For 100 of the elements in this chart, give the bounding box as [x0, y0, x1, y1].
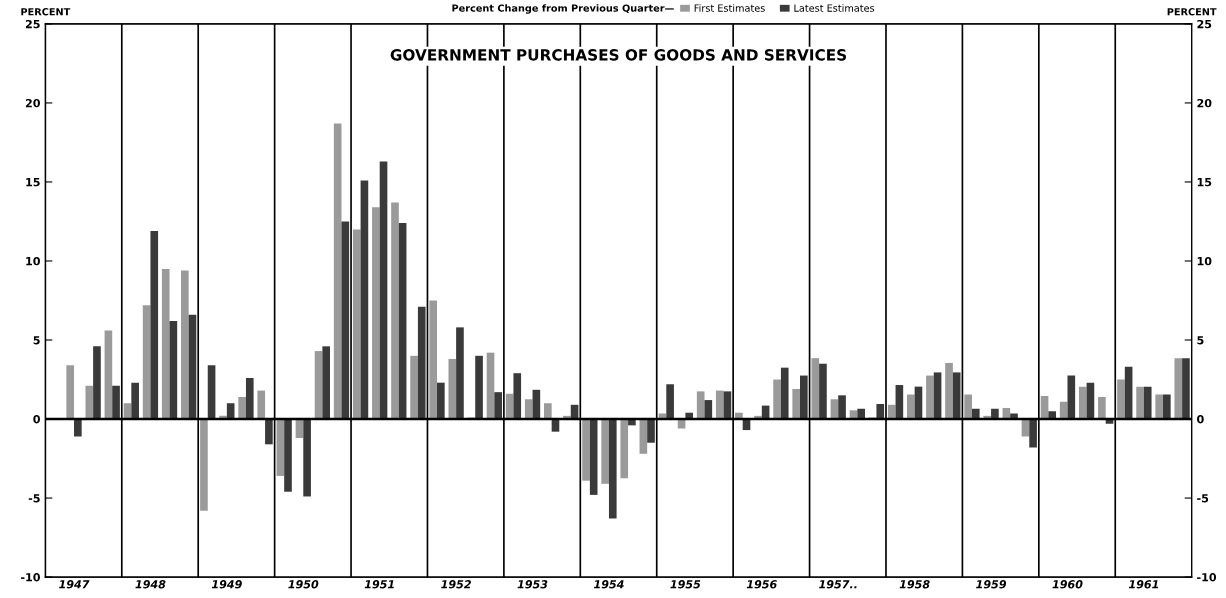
bar: [991, 408, 999, 420]
bar: [792, 389, 801, 420]
bar: [513, 373, 522, 420]
y-tick-label: 15: [26, 178, 40, 187]
bar: [887, 404, 896, 420]
bar: [226, 403, 235, 420]
bar: [1067, 375, 1076, 420]
bar: [181, 270, 189, 420]
x-tick-label: 1959: [976, 580, 1007, 589]
bar: [952, 372, 961, 420]
bar: [341, 221, 350, 420]
bar: [964, 394, 972, 420]
chart-subtitle: Percent Change from Previous Quarter—: [452, 4, 674, 14]
bar: [838, 395, 846, 420]
bar: [207, 365, 216, 420]
bar: [926, 375, 934, 420]
bar: [238, 396, 246, 420]
bar: [486, 352, 495, 420]
bar: [601, 419, 609, 484]
bar: [666, 384, 674, 420]
bar: [314, 351, 323, 420]
bar: [544, 403, 552, 420]
y2-tick-label: 25: [1197, 19, 1212, 29]
bar: [876, 404, 885, 420]
bar: [971, 408, 980, 420]
bar: [131, 382, 139, 420]
x-tick-label: 1956: [746, 580, 777, 589]
y-tick-label: 20: [25, 98, 40, 108]
y2-tick-label: -5: [1197, 494, 1209, 503]
x-tick-label: 1957..: [819, 580, 857, 589]
x-tick-label: 1961: [1128, 580, 1159, 589]
bar: [142, 305, 151, 420]
y2-tick-label: 5: [1197, 336, 1204, 345]
bar: [303, 419, 311, 497]
bar: [945, 362, 953, 420]
bar: [1078, 386, 1087, 420]
bar: [780, 367, 789, 420]
x-tick-label: 1952: [441, 580, 471, 589]
bar: [200, 419, 208, 511]
y2-axis-title: PERCENT: [1167, 8, 1217, 16]
bar: [773, 379, 781, 420]
bar: [276, 419, 285, 476]
bar: [74, 419, 82, 437]
x-tick-label: 1949: [211, 580, 242, 589]
bar: [150, 230, 159, 420]
bar: [456, 327, 464, 420]
legend-label: First Estimates: [694, 4, 765, 12]
bar: [265, 419, 273, 445]
bar: [723, 391, 732, 420]
bar: [715, 390, 724, 420]
bar: [417, 306, 426, 420]
bar: [494, 392, 502, 420]
bar: [647, 419, 655, 443]
bar: [161, 268, 170, 420]
bar: [933, 372, 942, 420]
y-tick-label: -5: [28, 494, 40, 503]
bar: [1117, 379, 1125, 420]
bar: [437, 382, 445, 420]
bar: [112, 385, 120, 420]
x-tick-label: 1947: [59, 580, 90, 589]
bar: [811, 358, 820, 420]
text: GOVERNMENT PURCHASES OF GOODS AND SERVICES: [390, 49, 847, 61]
y-tick-label: 25: [25, 19, 40, 29]
x-tick-label: 1954: [593, 580, 624, 589]
bar: [66, 365, 75, 420]
y2-tick-label: 10: [1197, 256, 1212, 266]
y-tick-label: 0: [33, 415, 40, 424]
bar: [85, 385, 94, 420]
bar: [1174, 358, 1183, 420]
bar: [1136, 386, 1144, 420]
bar: [333, 123, 342, 420]
bar: [475, 355, 483, 420]
bar: [1155, 394, 1164, 420]
bar: [169, 321, 178, 420]
bar: [379, 161, 388, 420]
bar: [589, 419, 598, 495]
x-tick-label: 1950: [288, 580, 319, 589]
x-tick-label: 1953: [517, 580, 548, 589]
bar: [284, 419, 292, 492]
bar: [104, 330, 113, 420]
y2-tick-label: 0: [1197, 415, 1204, 424]
y-tick-label: 5: [33, 336, 40, 345]
bar: [322, 346, 331, 420]
bar: [800, 375, 808, 420]
y2-tick-label: 20: [1197, 98, 1212, 108]
bar: [704, 400, 713, 420]
bar: [582, 419, 590, 481]
bar: [696, 391, 705, 420]
y2-tick-label: 15: [1197, 178, 1212, 187]
bar: [448, 358, 457, 420]
x-tick-label: 1948: [135, 580, 166, 589]
x-tick-label: 1960: [1052, 580, 1083, 589]
bar: [372, 207, 380, 420]
bar: [391, 202, 399, 420]
bar: [360, 180, 369, 420]
x-tick-label: 1951: [364, 580, 394, 589]
bar: [93, 346, 101, 420]
bar: [398, 223, 407, 420]
bar: [857, 408, 865, 420]
bar: [1163, 394, 1171, 420]
